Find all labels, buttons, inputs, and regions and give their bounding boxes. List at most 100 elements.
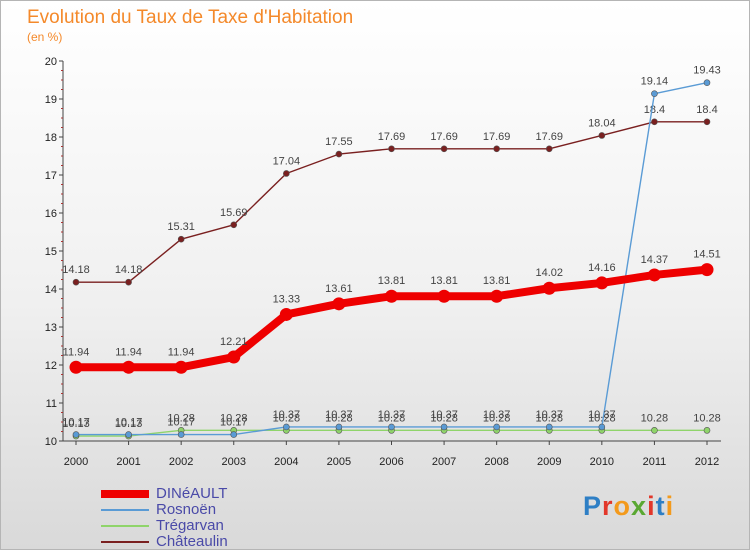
x-tick-label: 2012 [695,456,719,468]
data-label-rosno-n: 10.37 [430,409,458,421]
data-label-rosno-n: 10.37 [483,409,511,421]
data-label-ch-teaulin: 15.69 [220,207,248,219]
logo-letter: r [602,491,614,521]
data-point-ch-teaulin [230,221,238,229]
data-point-ch-teaulin [545,145,553,153]
data-label-din-ault: 14.37 [641,254,669,266]
data-point-ch-teaulin [651,118,658,126]
x-tick-label: 2009 [537,456,561,468]
data-point-din-ault [437,289,451,303]
data-point-din-ault [69,360,83,374]
data-label-tr-garvan: 10.28 [273,412,301,424]
x-tick-label: 2010 [590,456,614,468]
data-label-rosno-n: 10.17 [167,417,195,429]
data-label-din-ault: 14.02 [535,267,563,279]
y-tick-label: 14 [45,284,57,296]
logo-letter: i [665,491,675,521]
y-tick-label: 11 [46,398,57,410]
data-point-ch-teaulin [125,278,132,286]
data-label-ch-teaulin: 14.18 [62,264,90,276]
data-label-tr-garvan: 10.13 [115,418,143,430]
data-point-din-ault [490,289,504,303]
data-label-ch-teaulin: 17.69 [535,131,563,143]
legend-label-rosnoen: Rosnoën [156,501,217,518]
y-tick-label: 19 [45,94,57,106]
legend-label-tregarvan: Trégarvan [156,517,224,534]
data-point-ch-teaulin [177,235,185,243]
data-point-din-ault [595,276,609,290]
data-label-tr-garvan: 10.28 [325,412,353,424]
data-point-rosno-n [177,431,185,438]
data-label-tr-garvan: 10.28 [641,412,669,424]
data-point-rosno-n [440,423,448,431]
data-label-tr-garvan: 10.28 [220,412,248,424]
data-label-din-ault: 13.81 [483,275,511,287]
data-label-din-ault: 13.61 [325,283,353,295]
x-tick-label: 2005 [327,456,351,468]
data-point-rosno-n [283,423,290,431]
x-tick-label: 2004 [274,456,298,468]
legend-swatch-tregarvan [101,525,149,527]
logo-letter: x [631,491,648,521]
data-label-din-ault: 14.16 [588,262,616,274]
data-label-ch-teaulin: 17.04 [273,155,301,167]
legend-label-dineault: DINéAULT [156,485,228,502]
data-label-tr-garvan: 10.28 [483,412,511,424]
data-label-rosno-n: 10.37 [535,409,563,421]
data-label-rosno-n: 10.17 [220,417,248,429]
data-point-ch-teaulin [283,170,290,177]
data-label-ch-teaulin: 18.04 [588,117,616,129]
data-label-rosno-n: 19.14 [641,76,669,88]
data-label-ch-teaulin: 17.69 [430,131,458,143]
y-tick-label: 13 [45,322,57,334]
data-label-din-ault: 14.51 [693,249,721,261]
logo-letter: o [613,491,632,521]
line-chart: 10 11 12 13 14 15 16 17 18 19 20 2000 2001 2002 2003 20… [45,56,721,468]
data-label-din-ault: 11.94 [115,346,142,358]
data-point-rosno-n [545,423,553,431]
data-point-rosno-n [388,423,395,431]
data-label-ch-teaulin: 18.4 [644,104,665,116]
data-label-tr-garvan: 10.28 [693,412,721,424]
data-label-din-ault: 13.33 [273,293,301,305]
data-point-rosno-n [335,423,343,431]
data-label-din-ault: 11.94 [168,346,195,358]
x-tick-label: 2003 [222,456,246,468]
data-label-rosno-n: 19.43 [693,65,721,77]
x-tick-label: 2001 [116,456,140,468]
data-label-tr-garvan: 10.28 [430,412,458,424]
data-label-ch-teaulin: 17.69 [378,131,406,143]
y-tick-label: 18 [45,132,57,144]
data-point-rosno-n [72,431,80,438]
x-tick-label: 2008 [484,456,508,468]
legend-swatch-rosnoen [101,509,149,511]
data-label-din-ault: 11.94 [63,346,90,358]
data-label-rosno-n: 10.37 [273,409,301,421]
data-point-tr-garvan [703,427,711,434]
data-label-ch-teaulin: 14.18 [115,264,143,276]
data-label-tr-garvan: 10.28 [378,412,406,424]
data-label-tr-garvan: 10.28 [588,412,616,424]
data-point-ch-teaulin [703,118,711,126]
data-label-ch-teaulin: 17.69 [483,131,511,143]
data-point-tr-garvan [651,427,658,434]
data-point-din-ault [174,360,188,374]
logo-letter: P [583,491,603,521]
x-tick-label: 2000 [64,456,88,468]
data-label-rosno-n: 10.37 [588,409,616,421]
logo-letter: i [647,491,656,521]
x-tick-label: 2002 [169,456,193,468]
chart-subtitle: (en %) [27,30,63,44]
y-tick-label: 17 [45,170,57,182]
legend-label-chateaulin: Châteaulin [156,533,228,550]
y-tick-label: 12 [45,360,57,372]
data-label-rosno-n: 10.37 [325,409,353,421]
proxiti-logo: Proxiti [583,491,674,522]
data-point-ch-teaulin [335,150,343,158]
data-point-rosno-n [125,431,132,438]
data-point-ch-teaulin [440,145,448,153]
x-tick-label: 2011 [643,456,667,468]
data-point-din-ault [542,281,556,295]
data-point-din-ault [700,263,714,277]
